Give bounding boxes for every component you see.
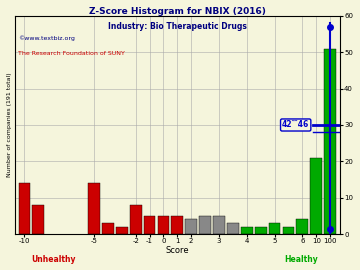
Bar [199, 216, 211, 234]
Bar [102, 223, 114, 234]
Bar [171, 216, 183, 234]
Text: 42⁗46: 42⁗46 [282, 120, 309, 130]
Bar [269, 223, 280, 234]
Text: ©www.textbiz.org: ©www.textbiz.org [18, 36, 75, 41]
Bar [88, 183, 100, 234]
X-axis label: Score: Score [166, 246, 189, 255]
Text: The Research Foundation of SUNY: The Research Foundation of SUNY [18, 51, 125, 56]
Bar [283, 227, 294, 234]
Bar [158, 216, 169, 234]
Y-axis label: Number of companies (191 total): Number of companies (191 total) [7, 73, 12, 177]
Bar [116, 227, 128, 234]
Bar [241, 227, 253, 234]
Bar [213, 216, 225, 234]
Text: Healthy: Healthy [284, 255, 318, 264]
Title: Z-Score Histogram for NBIX (2016): Z-Score Histogram for NBIX (2016) [89, 7, 266, 16]
Text: Unhealthy: Unhealthy [31, 255, 76, 264]
Bar [310, 158, 322, 234]
Bar [32, 205, 44, 234]
Bar [19, 183, 30, 234]
Bar [297, 220, 308, 234]
Bar [185, 220, 197, 234]
Bar [227, 223, 239, 234]
Bar [130, 205, 141, 234]
Bar [255, 227, 267, 234]
Bar [324, 49, 336, 234]
Bar [144, 216, 156, 234]
Text: Industry: Bio Therapeutic Drugs: Industry: Bio Therapeutic Drugs [108, 22, 247, 32]
